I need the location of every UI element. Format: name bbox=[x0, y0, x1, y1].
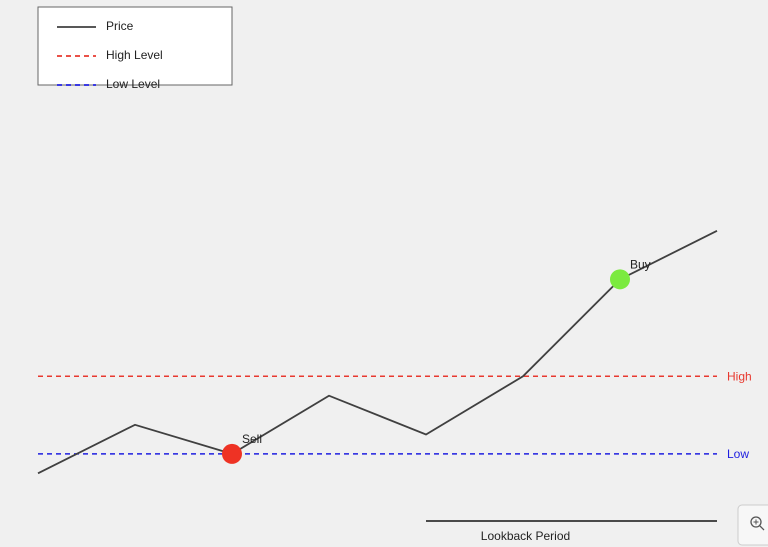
legend-box bbox=[37, 6, 233, 86]
legend-label: Price bbox=[106, 19, 134, 33]
signal-marker bbox=[610, 269, 630, 290]
zoom-icon[interactable] bbox=[750, 516, 762, 528]
price-line bbox=[37, 230, 718, 475]
zoom-icon-handle[interactable] bbox=[759, 525, 765, 531]
legend-label: High Level bbox=[106, 48, 163, 62]
lookback-label: Lookback Period bbox=[481, 529, 570, 543]
signal-marker bbox=[222, 443, 242, 464]
signal-label: Sell bbox=[242, 432, 262, 446]
signal-label: Buy bbox=[630, 257, 651, 271]
zoom-button[interactable] bbox=[737, 504, 768, 546]
zoom-box[interactable] bbox=[737, 504, 768, 546]
legend-label: Low Level bbox=[106, 77, 160, 91]
zoom-icon-plus[interactable] bbox=[753, 519, 759, 525]
high_level-label: High bbox=[727, 369, 752, 383]
low_level-label: Low bbox=[727, 447, 749, 461]
